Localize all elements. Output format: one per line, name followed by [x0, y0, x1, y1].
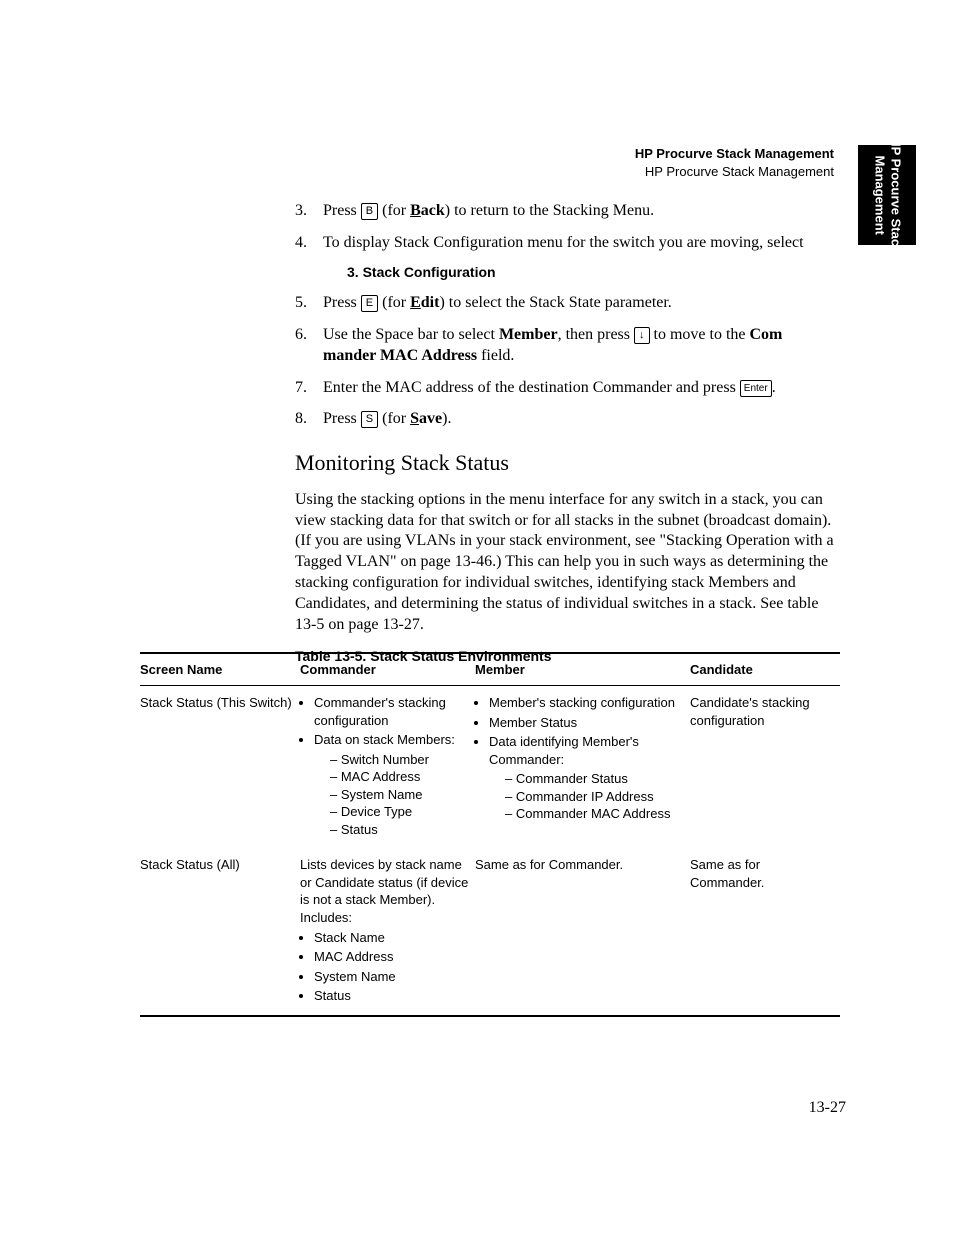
- list-item: Commander IP Address: [505, 788, 684, 806]
- keycap-s: S: [361, 411, 378, 428]
- text: ) to select the Stack State parameter.: [439, 294, 671, 311]
- list-item: Member's stacking configuration: [489, 694, 684, 712]
- running-header: HP Procurve Stack Management HP Procurve…: [635, 145, 834, 180]
- keycap-e: E: [361, 295, 378, 312]
- text: (for: [378, 202, 410, 219]
- header-subtitle: HP Procurve Stack Management: [635, 163, 834, 181]
- text: mander MAC Address: [323, 347, 477, 364]
- list-item: System Name: [330, 786, 469, 804]
- list-item: MAC Address: [330, 768, 469, 786]
- list-item: Device Type: [330, 803, 469, 821]
- text: Press: [323, 294, 361, 311]
- step-3: 3. Press B (for Back) to return to the S…: [295, 200, 840, 222]
- header-title: HP Procurve Stack Management: [635, 145, 834, 163]
- cell-candidate: Candidate's stacking configuration: [690, 686, 840, 849]
- text: E: [410, 294, 421, 311]
- step-7: 7. Enter the MAC address of the destinat…: [295, 377, 840, 399]
- keycap-down: ↓: [634, 327, 650, 344]
- step-num: 5.: [295, 292, 323, 314]
- step-num: 4.: [295, 232, 323, 254]
- text: Press: [323, 410, 361, 427]
- cell-screen: Stack Status (All): [140, 848, 300, 1015]
- page-number: 13-27: [809, 1099, 846, 1117]
- text: ack: [421, 202, 445, 219]
- text: (for: [378, 410, 410, 427]
- list-item: Commander's stacking configuration: [314, 694, 469, 729]
- text: field.: [477, 347, 514, 364]
- text: B: [410, 202, 421, 219]
- text: ).: [442, 410, 451, 427]
- text: to move to the: [650, 326, 750, 343]
- text: dit: [421, 294, 440, 311]
- list-item: MAC Address: [314, 948, 469, 966]
- list-item: Commander Status: [505, 770, 684, 788]
- side-tab: HP Procurve Stack Management: [858, 145, 916, 245]
- text: Com: [750, 326, 783, 343]
- step-8: 8. Press S (for Save).: [295, 408, 840, 430]
- th-candidate: Candidate: [690, 653, 840, 686]
- cell-commander: Commander's stacking configuration Data …: [300, 686, 475, 849]
- list-item: Switch Number: [330, 751, 469, 769]
- intro-paragraph: Using the stacking options in the menu i…: [295, 490, 840, 636]
- list-item: Member Status: [489, 714, 684, 732]
- step-4: 4. To display Stack Configuration menu f…: [295, 232, 840, 254]
- section-heading: Monitoring Stack Status: [295, 448, 840, 478]
- step-num: 6.: [295, 324, 323, 367]
- keycap-enter: Enter: [740, 380, 772, 397]
- cell-candidate: Same as for Commander.: [690, 848, 840, 1015]
- table-row: Stack Status (All) Lists devices by stac…: [140, 848, 840, 1015]
- th-member: Member: [475, 653, 690, 686]
- th-commander: Commander: [300, 653, 475, 686]
- text: To display Stack Configuration menu for …: [323, 232, 840, 254]
- step-num: 7.: [295, 377, 323, 399]
- list-item: Status: [330, 821, 469, 839]
- step-5: 5. Press E (for Edit) to select the Stac…: [295, 292, 840, 314]
- body-column: 3. Press B (for Back) to return to the S…: [295, 200, 840, 672]
- text: .: [772, 379, 776, 396]
- side-tab-line2: Management: [872, 155, 887, 234]
- text: (for: [378, 294, 410, 311]
- cell-commander: Lists devices by stack name or Candidate…: [300, 848, 475, 1015]
- keycap-b: B: [361, 203, 378, 220]
- step-6: 6. Use the Space bar to select Member, t…: [295, 324, 840, 367]
- step-num: 3.: [295, 200, 323, 222]
- cell-member: Same as for Commander.: [475, 848, 690, 1015]
- text: Lists devices by stack name or Candidate…: [300, 856, 469, 926]
- text: Enter the MAC address of the destination…: [323, 379, 740, 396]
- list-item: Data on stack Members:: [314, 732, 455, 747]
- list-item: Status: [314, 987, 469, 1005]
- th-screen-name: Screen Name: [140, 653, 300, 686]
- list-item: Commander MAC Address: [505, 805, 684, 823]
- text: ) to return to the Stacking Menu.: [445, 202, 654, 219]
- list-item: System Name: [314, 968, 469, 986]
- text: ave: [419, 410, 442, 427]
- step-num: 8.: [295, 408, 323, 430]
- cell-screen: Stack Status (This Switch): [140, 686, 300, 849]
- list-item: Stack Name: [314, 929, 469, 947]
- text: Press: [323, 202, 361, 219]
- table-13-5: Screen Name Commander Member Candidate S…: [140, 652, 840, 1017]
- text: , then press: [558, 326, 634, 343]
- step-4-sub: 3. Stack Configuration: [347, 263, 840, 282]
- text: Member: [499, 326, 558, 343]
- text: Use the Space bar to select: [323, 326, 499, 343]
- list-item: Data identifying Member's Commander:: [489, 734, 639, 767]
- cell-member: Member's stacking configuration Member S…: [475, 686, 690, 849]
- text: S: [410, 410, 419, 427]
- table-row: Stack Status (This Switch) Commander's s…: [140, 686, 840, 849]
- page: HP Procurve Stack Management HP Procurve…: [0, 0, 954, 1235]
- side-tab-line1: HP Procurve Stack: [888, 137, 903, 253]
